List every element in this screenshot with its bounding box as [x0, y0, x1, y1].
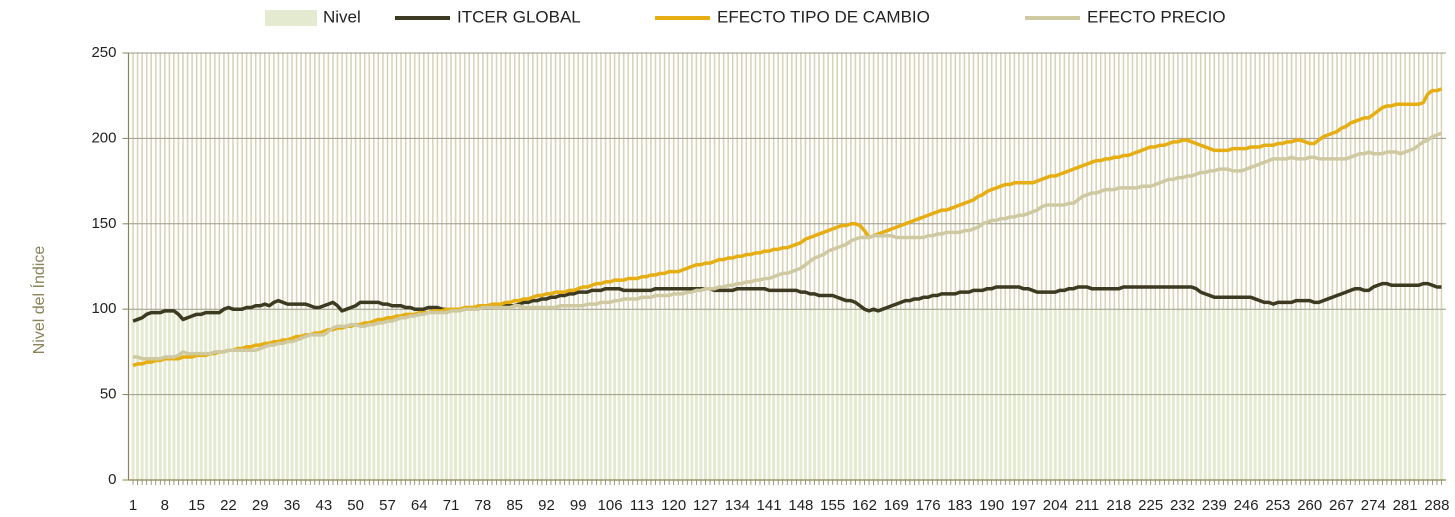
y-tick-label: 50: [100, 386, 117, 403]
x-tick-label: 64: [411, 497, 428, 514]
x-tick-label: 239: [1202, 497, 1227, 514]
x-tick-label: 43: [316, 497, 333, 514]
x-tick-label: 36: [284, 497, 301, 514]
x-tick-label: 148: [788, 497, 813, 514]
x-tick-label: 288: [1424, 497, 1449, 514]
y-tick-label: 200: [91, 129, 116, 146]
x-tick-label: 57: [379, 497, 396, 514]
x-tick-label: 274: [1361, 497, 1386, 514]
x-tick-label: 29: [252, 497, 269, 514]
x-tick-label: 190: [979, 497, 1004, 514]
x-tick-label: 246: [1234, 497, 1259, 514]
x-tick-label: 211: [1075, 497, 1099, 514]
x-tick-label: 260: [1297, 497, 1322, 514]
x-tick-label: 218: [1106, 497, 1131, 514]
x-tick-label: 15: [188, 497, 205, 514]
legend-swatch: [265, 10, 317, 26]
x-tick-label: 99: [570, 497, 587, 514]
legend-label: EFECTO TIPO DE CAMBIO: [717, 7, 930, 26]
y-tick-label: 0: [108, 471, 116, 488]
x-tick-label: 71: [443, 497, 460, 514]
x-tick-label: 197: [1011, 497, 1036, 514]
y-tick-label: 150: [91, 215, 116, 232]
x-tick-label: 267: [1329, 497, 1354, 514]
line-series: [133, 131, 1443, 361]
x-tick-label: 134: [725, 497, 750, 514]
x-tick-label: 106: [598, 497, 623, 514]
x-tick-label: 92: [538, 497, 555, 514]
x-tick-label: 141: [757, 497, 782, 514]
x-tick-label: 155: [820, 497, 845, 514]
x-tick-label: 232: [1170, 497, 1195, 514]
x-tick-label: 225: [1138, 497, 1163, 514]
legend-label: ITCER GLOBAL: [457, 7, 581, 26]
x-tick-label: 162: [852, 497, 877, 514]
x-tick-label: 50: [347, 497, 364, 514]
x-tick-label: 127: [693, 497, 718, 514]
legend-label: Nivel: [323, 7, 361, 26]
x-tick-label: 8: [161, 497, 169, 514]
x-tick-label: 253: [1265, 497, 1290, 514]
y-tick-label: 250: [91, 44, 116, 61]
x-tick-label: 78: [475, 497, 492, 514]
line-series: [132, 281, 1442, 323]
legend-label: EFECTO PRECIO: [1087, 7, 1226, 26]
x-tick-label: 120: [661, 497, 686, 514]
x-tick-label: 113: [630, 497, 654, 514]
x-tick-label: 176: [916, 497, 941, 514]
x-tick-label: 1: [129, 497, 137, 514]
x-tick-label: 85: [506, 497, 523, 514]
y-tick-label: 100: [91, 300, 116, 317]
x-tick-label: 204: [1043, 497, 1068, 514]
x-tick-label: 183: [947, 497, 972, 514]
x-tick-label: 281: [1393, 497, 1418, 514]
y-axis-label: Nivel del Índice: [29, 246, 48, 355]
x-tick-label: 22: [220, 497, 237, 514]
x-tick-label: 169: [884, 497, 909, 514]
